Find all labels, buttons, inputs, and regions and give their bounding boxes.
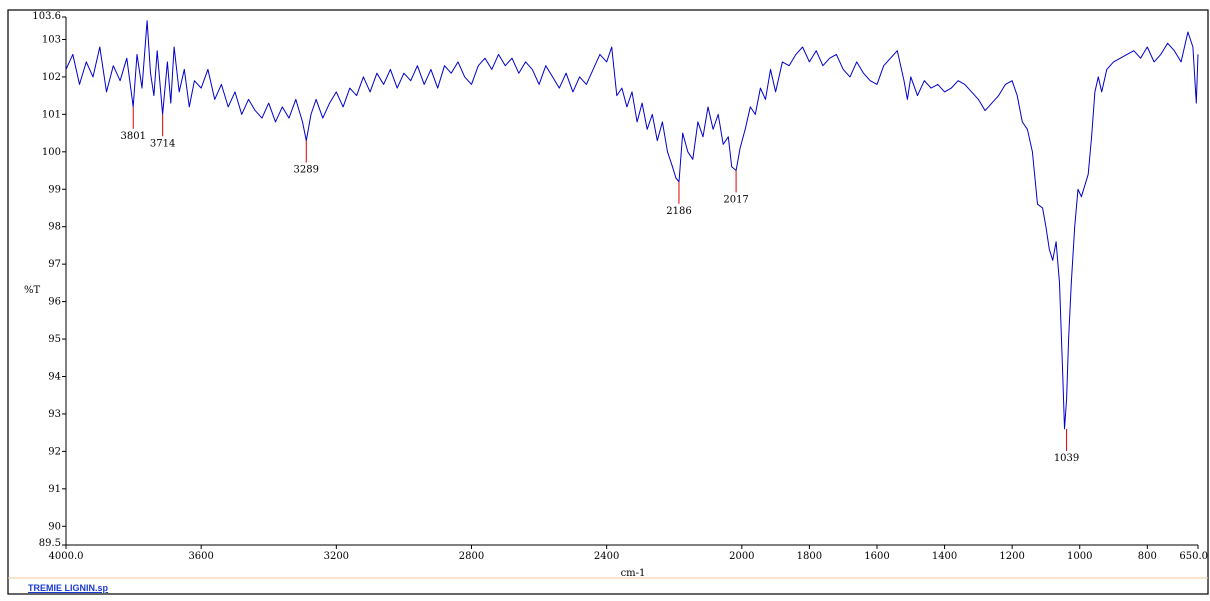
peak-label: 3801 bbox=[121, 131, 146, 142]
x-tick-label: 800 bbox=[1138, 551, 1157, 562]
x-tick-label: 1200 bbox=[999, 551, 1024, 562]
peak-label: 3289 bbox=[294, 165, 319, 176]
y-tick-label: 89.5 bbox=[39, 538, 61, 549]
y-tick-label: 99 bbox=[48, 184, 61, 195]
y-tick-label: 100 bbox=[42, 147, 61, 158]
x-tick-label: 650.0 bbox=[1179, 551, 1208, 562]
x-tick-label: 2000 bbox=[729, 551, 754, 562]
x-tick-label: 1600 bbox=[864, 551, 889, 562]
peak-label: 1039 bbox=[1054, 453, 1079, 464]
y-axis-label: %T bbox=[24, 285, 41, 296]
x-axis-label: cm-1 bbox=[621, 568, 646, 579]
peak-label: 2186 bbox=[666, 206, 691, 217]
peak-label: 3714 bbox=[150, 138, 175, 149]
y-tick-label: 92 bbox=[48, 446, 61, 457]
y-tick-label: 91 bbox=[48, 484, 61, 495]
y-tick-label: 95 bbox=[48, 334, 61, 345]
outer-frame bbox=[7, 9, 1209, 595]
x-tick-label: 4000.0 bbox=[49, 551, 84, 562]
x-tick-label: 1400 bbox=[932, 551, 957, 562]
y-tick-label: 103 bbox=[42, 34, 61, 45]
peak-label: 2017 bbox=[723, 195, 748, 206]
y-tick-label: 90 bbox=[48, 521, 61, 532]
x-tick-label: 2800 bbox=[459, 551, 484, 562]
y-tick-label: 101 bbox=[42, 109, 61, 120]
x-tick-label: 2400 bbox=[594, 551, 619, 562]
file-name-link[interactable]: TREMIE LIGNIN.sp bbox=[28, 583, 109, 593]
y-tick-label: 96 bbox=[48, 297, 61, 308]
x-tick-label: 1800 bbox=[797, 551, 822, 562]
spectrum-line bbox=[65, 20, 1199, 430]
y-tick-label: 97 bbox=[48, 259, 61, 270]
y-tick-label: 94 bbox=[48, 371, 61, 382]
y-tick-label: 93 bbox=[48, 409, 61, 420]
y-tick-label: 102 bbox=[42, 72, 61, 83]
y-tick-label: 103.6 bbox=[32, 11, 61, 22]
x-tick-label: 3200 bbox=[324, 551, 349, 562]
x-tick-label: 1000 bbox=[1067, 551, 1092, 562]
y-tick-label: 98 bbox=[48, 222, 61, 233]
x-tick-label: 3600 bbox=[188, 551, 213, 562]
